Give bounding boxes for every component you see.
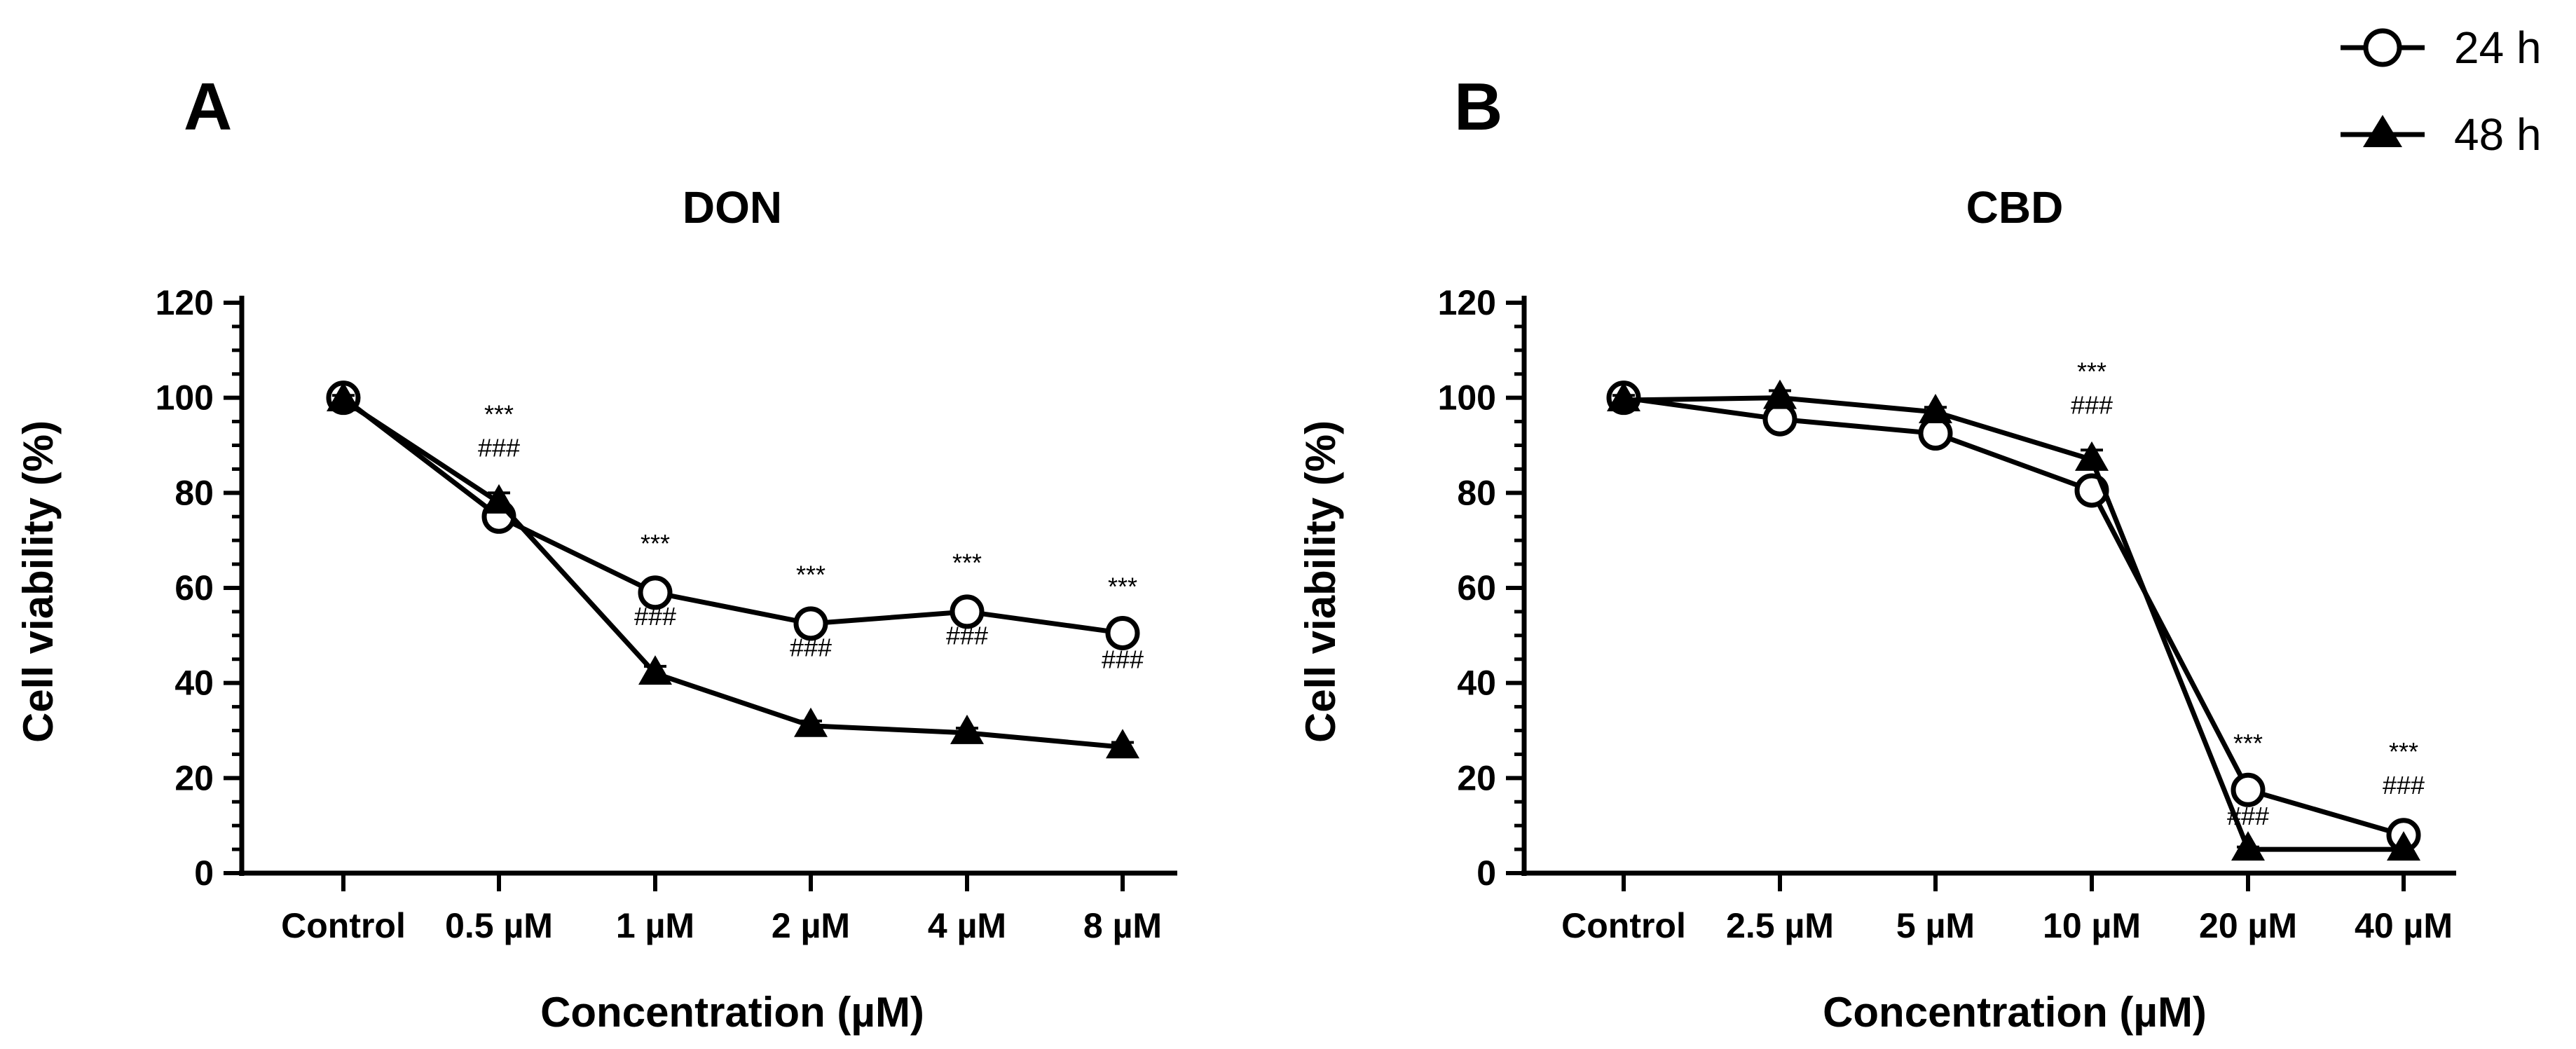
x-tick-label: 10 µM — [2043, 906, 2141, 945]
y-tick-label: 120 — [156, 283, 214, 322]
significance-stars: *** — [2389, 737, 2418, 766]
marker-48h — [794, 707, 828, 737]
panel-a-series — [326, 380, 1140, 759]
panel-b-x-ticks: Control 2.5 µM 5 µM 10 µM 20 µM 40 µM — [1561, 873, 2453, 945]
marker-48h — [1607, 382, 1640, 412]
y-tick-label: 60 — [174, 568, 214, 608]
y-tick-label: 80 — [1457, 473, 1496, 512]
series-line-48h — [342, 398, 1123, 750]
y-tick-label: 80 — [174, 473, 214, 512]
significance-stars: *** — [2233, 729, 2263, 757]
x-tick-label: 1 µM — [616, 906, 694, 945]
series-line-48h — [1623, 395, 2404, 852]
y-tick-label: 20 — [174, 758, 214, 797]
significance-stars: *** — [952, 548, 982, 577]
significance-hashes: ### — [2071, 390, 2113, 419]
panel-b-y-axis-label: Cell viability (%) — [1297, 420, 1344, 743]
panel-b-letter: B — [1454, 69, 1502, 144]
significance-hashes: ### — [478, 433, 520, 462]
marker-24h — [638, 575, 673, 610]
marker-48h — [327, 382, 360, 412]
legend-entry-24h: 24 h — [2341, 22, 2542, 73]
marker-48h — [1919, 394, 1952, 424]
panel-a-annotations: *** ### *** ### *** ### *** ### *** ### — [478, 399, 1144, 673]
panel-b-series — [1606, 379, 2421, 861]
significance-stars: *** — [796, 560, 825, 589]
significance-hashes: ### — [1102, 645, 1144, 673]
series-line-24h — [1623, 395, 2404, 838]
x-tick-label: Control — [1561, 906, 1686, 945]
panel-b-annotations: *** ### *** ### *** ### — [2071, 357, 2425, 830]
x-tick-label: 4 µM — [928, 906, 1006, 945]
panel-b-title: CBD — [1966, 182, 2064, 233]
y-tick-label: 60 — [1457, 568, 1496, 608]
legend-label-48h: 48 h — [2454, 109, 2542, 160]
significance-hashes: ### — [634, 602, 676, 631]
marker-48h — [638, 655, 672, 685]
significance-hashes: ### — [2383, 771, 2425, 800]
legend-label-24h: 24 h — [2454, 22, 2542, 73]
significance-hashes: ### — [790, 633, 832, 661]
marker-48h — [2075, 441, 2109, 471]
legend-open-circle-icon — [2363, 28, 2402, 67]
legend-entry-48h: 48 h — [2341, 109, 2542, 160]
marker-48h — [2387, 831, 2420, 861]
marker-48h — [950, 714, 984, 744]
marker-48h — [2231, 831, 2265, 861]
marker-48h — [1106, 729, 1139, 759]
panel-b-chart: B CBD Cell viability (%) Concentration (… — [1297, 69, 2456, 1036]
marker-48h — [1763, 379, 1797, 409]
panel-a-x-ticks: Control 0.5 µM 1 µM 2 µM 4 µM 8 µM — [281, 873, 1162, 945]
significance-stars: *** — [484, 399, 514, 428]
y-tick-label: 120 — [1438, 283, 1496, 322]
y-tick-label: 100 — [156, 378, 214, 418]
panel-a-title: DON — [683, 182, 782, 233]
x-tick-label: 20 µM — [2199, 906, 2297, 945]
marker-48h — [482, 484, 516, 514]
marker-24h — [793, 606, 828, 641]
panel-a-letter: A — [184, 69, 232, 144]
x-tick-label: 2 µM — [772, 906, 850, 945]
x-tick-label: 2.5 µM — [1726, 906, 1834, 945]
x-tick-label: Control — [281, 906, 406, 945]
x-tick-label: 5 µM — [1896, 906, 1975, 945]
panel-a-chart: A DON Cell viability (%) Concentration (… — [15, 69, 1177, 1036]
y-tick-label: 100 — [1438, 378, 1496, 418]
panel-a-y-ticks: 0 20 40 60 80 100 120 — [156, 283, 242, 893]
legend-filled-triangle-icon — [2363, 115, 2402, 147]
significance-hashes: ### — [946, 621, 988, 650]
marker-24h — [2231, 772, 2266, 807]
y-tick-label: 20 — [1457, 758, 1496, 797]
x-tick-label: 0.5 µM — [445, 906, 553, 945]
significance-stars: *** — [640, 529, 670, 558]
significance-stars: *** — [1108, 572, 1137, 601]
y-tick-label: 40 — [174, 664, 214, 703]
panel-b-y-ticks: 0 20 40 60 80 100 120 — [1438, 283, 1524, 893]
x-tick-label: 40 µM — [2355, 906, 2453, 945]
y-tick-label: 0 — [1477, 853, 1496, 893]
legend: 24 h 48 h — [2341, 22, 2542, 160]
marker-24h — [950, 594, 985, 629]
series-line-24h — [341, 395, 1123, 636]
y-tick-label: 40 — [1457, 664, 1496, 703]
y-tick-label: 0 — [194, 853, 214, 893]
panel-a-y-axis-label: Cell viability (%) — [15, 420, 62, 743]
significance-hashes: ### — [2227, 802, 2269, 830]
x-tick-label: 8 µM — [1083, 906, 1162, 945]
marker-24h — [1105, 615, 1140, 650]
panel-b-x-axis-label: Concentration (µM) — [1823, 989, 2207, 1036]
significance-stars: *** — [2077, 357, 2106, 385]
panel-a-x-axis-label: Concentration (µM) — [540, 989, 924, 1036]
